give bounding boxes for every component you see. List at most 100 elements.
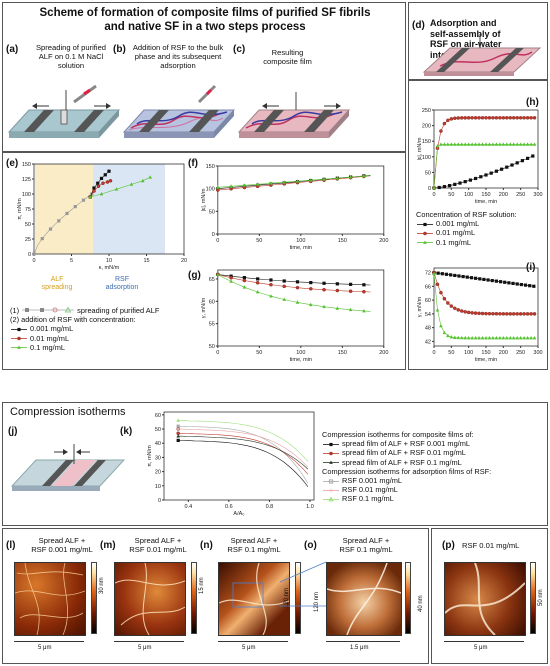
label-p: (p) xyxy=(442,540,455,551)
chart-g-xtick-label: 100 xyxy=(296,350,305,356)
chart-h-ytick-label: 50 xyxy=(425,170,431,176)
h-001-point xyxy=(456,116,461,120)
legend-k-ads-item-swatch xyxy=(323,488,339,493)
afm-l-line1: Spread ALF + xyxy=(38,536,86,545)
chart-h-ytick-label: 250 xyxy=(422,108,431,114)
h-001-point xyxy=(505,116,509,120)
chart-h-ylabel: |ε|, mN/m xyxy=(417,137,423,160)
chart-i-xtick-label: 150 xyxy=(481,350,490,356)
legend-k-comp-item-label: spread film of ALF + RSF 0.001 mg/mL xyxy=(340,439,471,449)
adsorption-box xyxy=(408,80,548,370)
k-ads-01-point xyxy=(176,418,180,422)
g-0001-point xyxy=(295,280,300,284)
f-01-point xyxy=(216,185,220,189)
legend-k-title1: Compression isotherms for composite film… xyxy=(322,430,474,439)
compression-heading: Compression isotherms xyxy=(10,406,126,418)
h-0001-point xyxy=(442,185,446,189)
h-0001-point xyxy=(520,159,524,163)
h-0001-point xyxy=(494,169,498,173)
i-0001-point xyxy=(486,278,490,282)
region-rsf-line1: RSF xyxy=(115,276,129,283)
legend-k-ads-item: RSF 0.01 mg/mL xyxy=(322,485,546,494)
h-0001-point xyxy=(479,175,483,179)
caption-c-line1: Resulting xyxy=(271,48,304,57)
i-001-point xyxy=(439,290,443,295)
afm-n-line1: Spread ALF + xyxy=(230,536,278,545)
k-ads-0001-point xyxy=(176,424,180,428)
h-001-point xyxy=(439,129,443,133)
h-01-point xyxy=(466,142,471,146)
i-001-point xyxy=(518,312,523,316)
g-0001-point xyxy=(322,281,326,285)
e-01-point xyxy=(99,192,104,196)
chart-k: 0 10 20 30 40 50 60 0.4 0.6 0.8 1.0 A/A₀ π, mN/m xyxy=(147,411,315,517)
g-0001-point xyxy=(269,278,273,282)
i-001-point xyxy=(501,312,506,316)
chart-h-xtick-label: 150 xyxy=(481,192,490,198)
h-01-point xyxy=(518,142,523,146)
g-01-point xyxy=(322,304,326,309)
chart-f-ytick-label: 100 xyxy=(206,187,215,193)
h-001-point xyxy=(501,116,506,120)
f-001-line xyxy=(217,175,371,191)
region-alf-line1: ALF xyxy=(50,276,64,283)
trough-j xyxy=(10,444,126,491)
trough-a xyxy=(7,84,121,138)
k-ads-001-line xyxy=(178,428,309,468)
h-01-point xyxy=(453,142,457,146)
region-alf-label: ALF spreading xyxy=(28,276,86,292)
legend-k-ads-items: RSF 0.001 mg/mL RSF 0.01 mg/mL RSF 0.1 m… xyxy=(322,476,546,504)
k-comp-01-point xyxy=(176,434,180,438)
h-001-point xyxy=(508,116,513,120)
chart-i-ytick-label: 66 xyxy=(425,284,431,290)
i-01-point xyxy=(432,271,436,276)
caption-c-line2: composite film xyxy=(263,57,312,66)
afm-n-line2: RSF 0.1 mg/mL xyxy=(227,545,281,554)
legend-k: Compression isotherms for composite film… xyxy=(322,430,546,504)
chart-g-ylabel: γ, mN/m xyxy=(201,297,207,318)
chart-i-xtick-label: 200 xyxy=(499,350,508,356)
h-01-line xyxy=(433,144,535,189)
i-001-point xyxy=(511,312,516,316)
chart-k-ytick-label: 60 xyxy=(155,413,161,419)
legend-h-item-swatch xyxy=(417,231,433,236)
afm-m-scalebar xyxy=(114,641,184,642)
chart-k-xtick-label: 0.8 xyxy=(266,504,274,510)
afm-m-line1: Spread ALF + xyxy=(134,536,182,545)
caption-a-line1: Spreading of purified xyxy=(35,43,107,52)
f-01-point xyxy=(255,182,260,186)
chart-g-xtick-label: 150 xyxy=(338,350,347,356)
legend-k-comp-item-swatch-marker xyxy=(329,451,333,456)
afm-n-left-label: 120 nm xyxy=(314,591,320,612)
chart-i-xtick-label: 300 xyxy=(533,350,542,356)
i-01-point xyxy=(532,335,537,340)
h-01-point xyxy=(473,142,478,146)
chart-e-xtick-label: 10 xyxy=(106,258,112,264)
legend-e-item: 0.1 mg/mL xyxy=(10,343,190,352)
e-01-point xyxy=(140,178,145,183)
i-0001-point xyxy=(461,274,465,279)
f-01-point xyxy=(282,180,287,184)
label-k: (k) xyxy=(120,426,133,437)
legend-e-items: 0.001 mg/mL 0.01 mg/mL 0.1 mg/mL xyxy=(10,324,190,352)
label-e: (e) xyxy=(6,158,19,169)
i-01-point xyxy=(505,335,509,340)
i-0001-point xyxy=(465,275,469,279)
i-0001-point xyxy=(528,284,532,288)
chart-h-xtick-label: 300 xyxy=(533,192,542,198)
label-j: (j) xyxy=(8,426,18,437)
h-01-point xyxy=(508,142,513,146)
chart-g-xtick-label: 50 xyxy=(256,350,262,356)
g-0001-point xyxy=(282,279,286,283)
afm-p-colorbar xyxy=(530,562,536,634)
afm-o-height-label: 40 nm xyxy=(418,595,424,612)
g-001-point xyxy=(322,287,326,292)
h-01-point xyxy=(477,142,481,146)
i-01-point xyxy=(518,335,523,340)
scheme-title: Scheme of formation of composite films o… xyxy=(20,6,390,34)
i-001-point xyxy=(487,311,492,316)
chart-k-ytick-label: 40 xyxy=(155,441,161,447)
afm-image-p xyxy=(444,562,526,636)
afm-o-caption: Spread ALF + RSF 0.1 mg/mL xyxy=(326,536,406,554)
